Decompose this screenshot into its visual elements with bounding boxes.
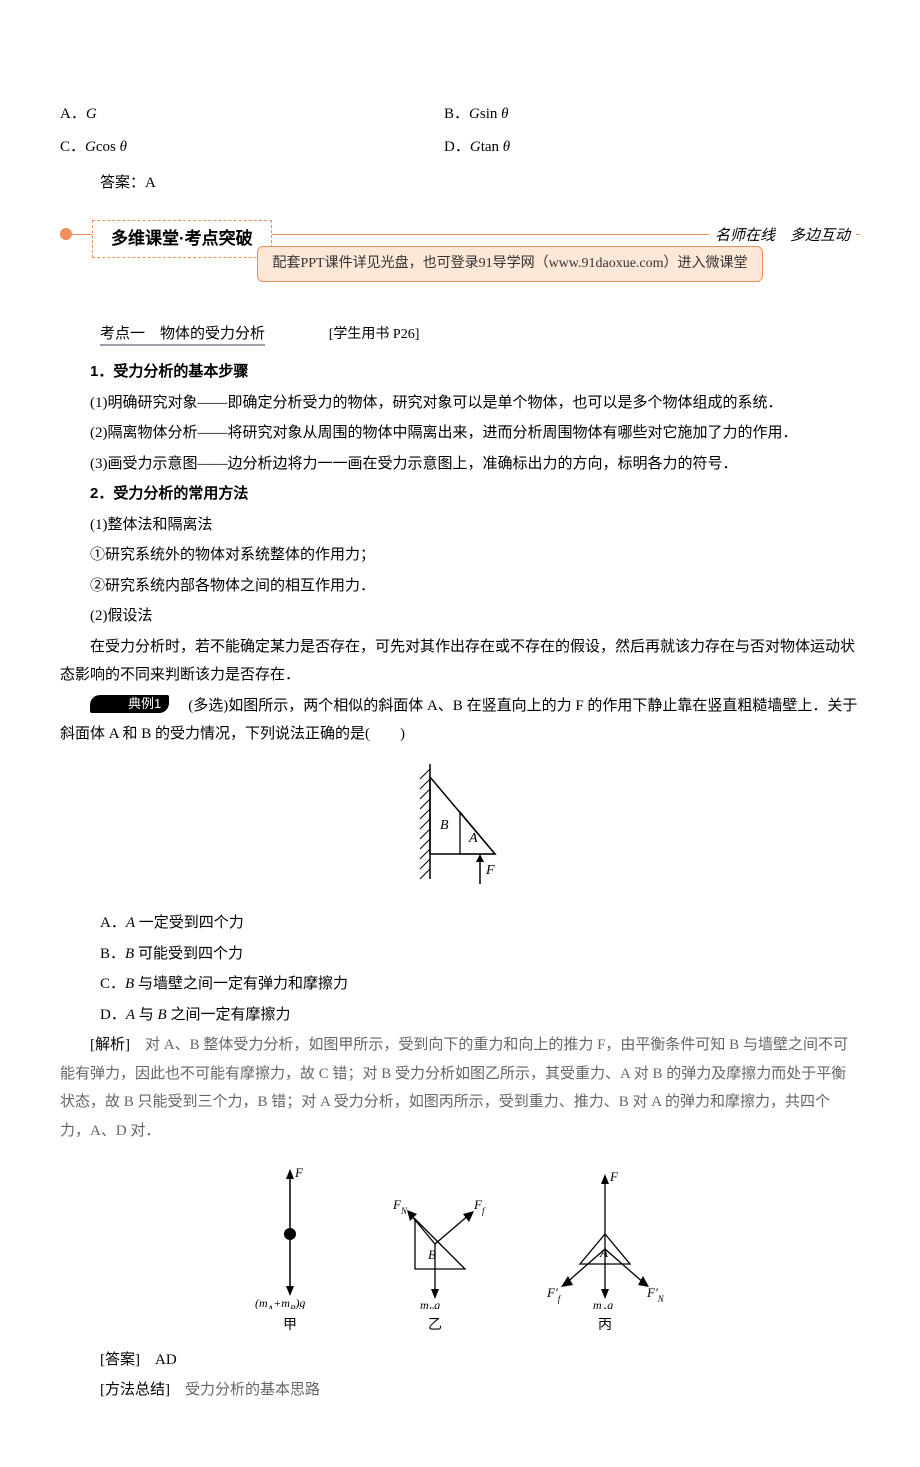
svg-text:mAg: mAg [593, 1298, 613, 1309]
method-summary: [方法总结] 受力分析的基本思路 [60, 1376, 860, 1405]
section-title-1: 考点一 物体的受力分析 [学生用书 P26] [60, 320, 860, 349]
p-6: ②研究系统内部各物体之间的相互作用力． [60, 572, 860, 601]
svg-text:B: B [440, 818, 449, 833]
p-4: (1)整体法和隔离法 [60, 511, 860, 540]
header-banner: 配套PPT课件详见光盘，也可登录91导学网（www.91daoxue.com）进… [257, 246, 762, 283]
p-3: (3)画受力示意图——边分析边将力一一画在受力示意图上，准确标出力的方向，标明各… [60, 450, 860, 479]
option-B: B．Gsin θ [444, 100, 828, 129]
heading-steps: 1．受力分析的基本步骤 [60, 358, 860, 387]
p-5: ①研究系统外的物体对系统整体的作用力； [60, 541, 860, 570]
section-header: 多维课堂·考点突破 名师在线 多边互动 配套PPT课件详见光盘，也可登录91导学… [60, 214, 860, 294]
example-badge: 典例1 [90, 695, 169, 713]
figure-wall-wedges: B A F [60, 759, 860, 900]
example-stem: 典例1 (多选)如图所示，两个相似的斜面体 A、B 在竖直向上的力 F 的作用下… [60, 692, 860, 749]
svg-text:mBg: mBg [420, 1298, 440, 1309]
ex-opt-B: B．B 可能受到四个力 [60, 940, 860, 969]
p-7: (2)假设法 [60, 602, 860, 631]
svg-text:F: F [294, 1165, 304, 1180]
svg-text:F′f: F′f [546, 1285, 562, 1304]
svg-text:FN: FN [392, 1197, 408, 1216]
p-1: (1)明确研究对象——即确定分析受力的物体，研究对象可以是单个物体，也可以是多个… [60, 389, 860, 418]
option-A: A．G [60, 100, 444, 129]
options-block: A．G B．Gsin θ C．Gcos θ D．Gtan θ [60, 100, 860, 161]
option-C: C．Gcos θ [60, 133, 444, 162]
ex-opt-C: C．B 与墙壁之间一定有弹力和摩擦力 [60, 970, 860, 999]
svg-text:F′N: F′N [646, 1285, 665, 1304]
svg-text:Ff: Ff [473, 1197, 486, 1216]
svg-text:A: A [468, 831, 478, 846]
p-8: 在受力分析时，若不能确定某力是否存在，可先对其作出存在或不存在的假设，然后再就该… [60, 633, 860, 690]
heading-methods: 2．受力分析的常用方法 [60, 480, 860, 509]
svg-text:(mA+mB)g: (mA+mB)g [255, 1296, 305, 1309]
option-D: D．Gtan θ [444, 133, 828, 162]
analysis: [解析] 对 A、B 整体受力分析，如图甲所示，受到向下的重力和向上的推力 F，… [60, 1031, 860, 1145]
p-2: (2)隔离物体分析——将研究对象从周围的物体中隔离出来，进而分析周围物体有哪些对… [60, 419, 860, 448]
answer-top: 答案：A [60, 169, 860, 198]
svg-text:F: F [485, 863, 495, 878]
example-answer: [答案] AD [60, 1346, 860, 1375]
svg-text:F: F [609, 1169, 619, 1184]
figure-force-diagrams: F (mA+mB)g 甲 B FN Ff mBg 乙 [60, 1159, 860, 1340]
ex-opt-A: A．A 一定受到四个力 [60, 909, 860, 938]
ex-opt-D: D．A 与 B 之间一定有摩擦力 [60, 1001, 860, 1030]
